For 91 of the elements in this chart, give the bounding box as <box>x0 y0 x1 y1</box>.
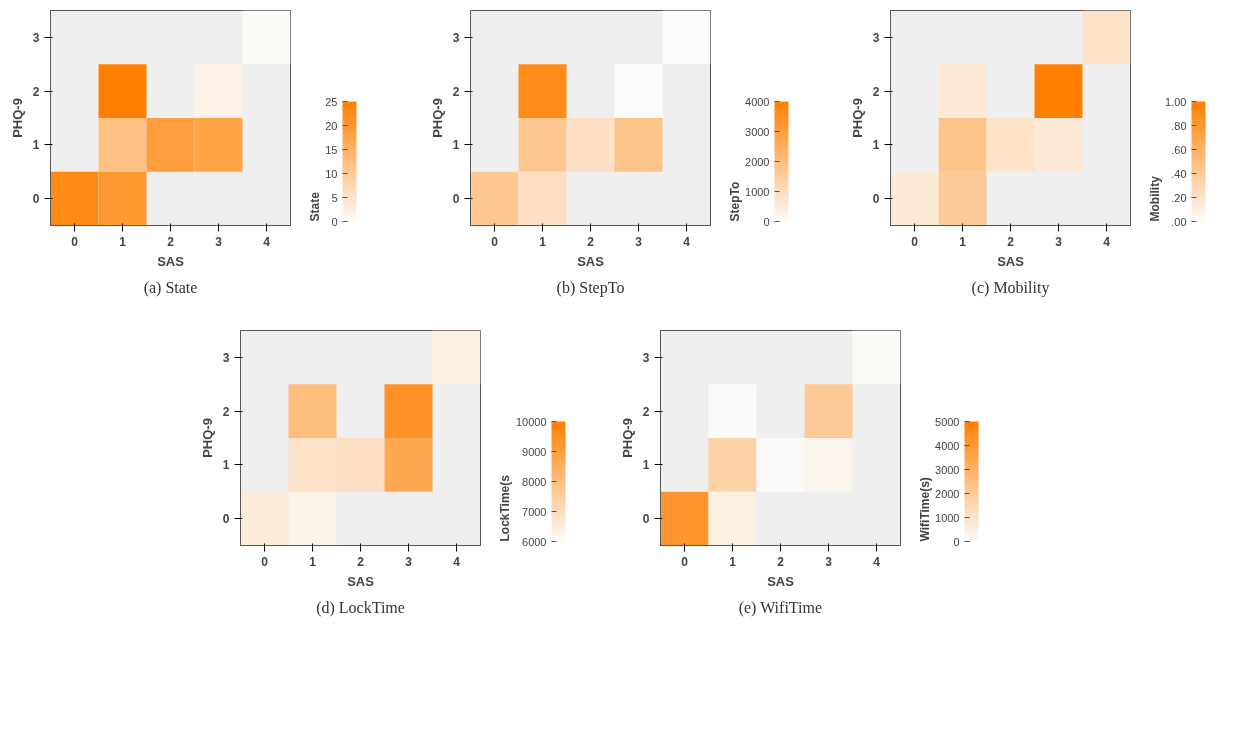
y-tick-label: 3 <box>222 350 230 365</box>
color-bar-label: 4000 <box>935 439 960 452</box>
x-tick-label: 1 <box>539 234 547 249</box>
y-tick-label: 2 <box>642 404 650 419</box>
x-tick-label: 0 <box>261 554 269 569</box>
x-axis-title: SAS <box>767 573 795 589</box>
color-bar-label: 2000 <box>935 487 960 500</box>
y-tick-label: 1 <box>32 138 40 153</box>
color-bar-label: 0 <box>763 215 770 228</box>
color-bar-label: 10000 <box>515 415 547 428</box>
color-bar-title: WifiTime(s) <box>917 477 932 542</box>
y-axis-title: PHQ-9 <box>619 418 635 458</box>
text: (a) State <box>143 278 198 297</box>
color-bar-title: Mobility <box>1147 175 1162 222</box>
x-axis-title: SAS <box>997 253 1025 269</box>
color-bar-label: 8000 <box>522 475 547 488</box>
y-tick-label: 1 <box>222 458 230 473</box>
color-bar-label: 1.00 <box>1165 95 1187 108</box>
color-bar-label: 3000 <box>745 125 770 138</box>
color-bar-label: 4000 <box>745 95 770 108</box>
y-tick-label: 1 <box>872 138 880 153</box>
color-bar-label: 1000 <box>935 511 960 524</box>
x-tick-label: 0 <box>491 234 499 249</box>
x-tick-label: 4 <box>873 554 881 569</box>
x-tick-label: 2 <box>357 554 365 569</box>
x-tick-label: 2 <box>167 234 175 249</box>
color-bar-label: .20 <box>1171 191 1187 204</box>
x-tick-label: 1 <box>959 234 967 249</box>
color-bar-label: 5 <box>331 191 338 204</box>
x-tick-label: 1 <box>309 554 317 569</box>
y-axis-title: PHQ-9 <box>849 98 865 138</box>
y-axis-title: PHQ-9 <box>429 98 445 138</box>
color-bar-label: .40 <box>1171 167 1187 180</box>
y-tick-label: 3 <box>452 30 460 45</box>
y-tick-label: 0 <box>222 512 230 527</box>
y-tick-label: 0 <box>642 512 650 527</box>
x-tick-label: 0 <box>911 234 919 249</box>
color-bar-title: StepTo <box>727 181 742 222</box>
x-tick-label: 3 <box>1055 234 1063 249</box>
y-tick-label: 2 <box>872 84 880 99</box>
x-tick-label: 0 <box>681 554 689 569</box>
color-bar-label: 15 <box>325 143 338 156</box>
x-tick-label: 2 <box>777 554 785 569</box>
x-tick-label: 3 <box>825 554 833 569</box>
color-bar-label: .80 <box>1171 119 1187 132</box>
y-tick-label: 3 <box>642 350 650 365</box>
color-bar-label: 2000 <box>745 155 770 168</box>
x-tick-label: 2 <box>1007 234 1015 249</box>
color-bar-label: .60 <box>1171 143 1187 156</box>
x-tick-label: 3 <box>405 554 413 569</box>
y-axis-title: PHQ-9 <box>9 98 25 138</box>
color-bar-label: 9000 <box>522 445 547 458</box>
y-tick-label: 0 <box>32 192 40 207</box>
color-bar-label: .00 <box>1171 215 1187 228</box>
y-tick-label: 0 <box>452 192 460 207</box>
y-tick-label: 3 <box>872 30 880 45</box>
y-axis-title: PHQ-9 <box>199 418 215 458</box>
x-axis-title: SAS <box>347 573 375 589</box>
y-tick-label: 2 <box>32 84 40 99</box>
x-tick-label: 4 <box>683 234 691 249</box>
y-tick-label: 2 <box>222 404 230 419</box>
color-bar-label: 0 <box>953 535 960 548</box>
color-bar-label: 1000 <box>745 185 770 198</box>
x-tick-label: 4 <box>453 554 461 569</box>
color-bar-label: 6000 <box>522 535 547 548</box>
text: (d) LockTime <box>316 598 405 617</box>
x-axis-title: SAS <box>157 253 185 269</box>
color-bar-label: 10 <box>325 167 338 180</box>
y-tick-label: 2 <box>452 84 460 99</box>
x-tick-label: 2 <box>587 234 595 249</box>
x-axis-title: SAS <box>577 253 605 269</box>
color-bar-label: 0 <box>331 215 338 228</box>
color-bar-label: 20 <box>325 119 338 132</box>
color-bar-label: 3000 <box>935 463 960 476</box>
y-tick-label: 3 <box>32 30 40 45</box>
color-bar-label: 5000 <box>935 415 960 428</box>
color-bar-label: 7000 <box>522 505 547 518</box>
text: (e) WifiTime <box>738 598 823 617</box>
text: (b) StepTo <box>556 278 625 297</box>
color-bar-title: State <box>307 191 322 222</box>
color-bar-title: LockTime(s <box>497 474 512 542</box>
y-tick-label: 1 <box>642 458 650 473</box>
y-tick-label: 1 <box>452 138 460 153</box>
x-tick-label: 4 <box>1103 234 1111 249</box>
y-tick-label: 0 <box>872 192 880 207</box>
x-tick-label: 1 <box>119 234 127 249</box>
x-tick-label: 1 <box>729 554 737 569</box>
color-bar-label: 25 <box>325 95 338 108</box>
x-tick-label: 4 <box>263 234 271 249</box>
text: (c) Mobility <box>971 278 1050 297</box>
x-tick-label: 0 <box>71 234 79 249</box>
